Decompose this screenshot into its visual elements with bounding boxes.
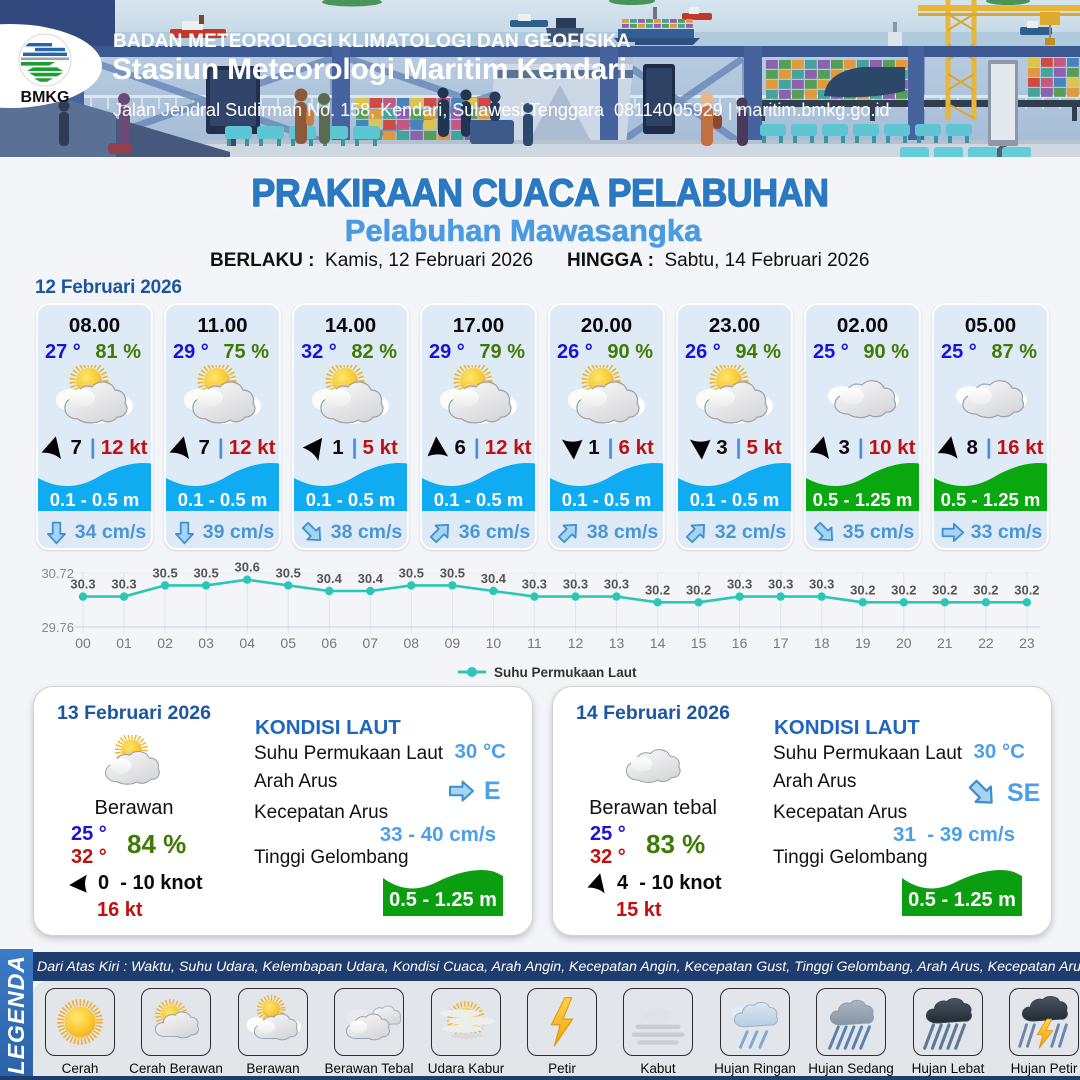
svg-text:02: 02 [157, 635, 173, 651]
svg-text:30.5: 30.5 [152, 565, 177, 580]
svg-text:01: 01 [116, 635, 132, 651]
svg-text:21: 21 [937, 635, 953, 651]
svg-text:30.3: 30.3 [809, 577, 834, 592]
svg-text:06: 06 [321, 635, 337, 651]
svg-text:08: 08 [404, 635, 420, 651]
svg-text:17: 17 [773, 635, 789, 651]
svg-text:09: 09 [445, 635, 461, 651]
svg-text:30.4: 30.4 [481, 571, 507, 586]
svg-text:30.5: 30.5 [193, 565, 218, 580]
svg-text:30.3: 30.3 [563, 577, 588, 592]
svg-text:Suhu Permukaan Laut: Suhu Permukaan Laut [494, 665, 637, 680]
svg-text:30.3: 30.3 [111, 577, 136, 592]
svg-text:29.76: 29.76 [41, 620, 74, 635]
svg-text:15: 15 [691, 635, 707, 651]
svg-text:16: 16 [732, 635, 748, 651]
svg-text:11: 11 [527, 635, 542, 651]
svg-text:30.6: 30.6 [235, 562, 260, 575]
svg-text:05: 05 [280, 635, 296, 651]
svg-text:30.5: 30.5 [440, 565, 465, 580]
svg-text:18: 18 [814, 635, 830, 651]
svg-text:30.3: 30.3 [727, 577, 752, 592]
svg-text:30.3: 30.3 [604, 577, 629, 592]
svg-text:30.2: 30.2 [850, 582, 875, 597]
svg-text:04: 04 [239, 635, 255, 651]
svg-text:12: 12 [568, 635, 584, 651]
svg-text:30.3: 30.3 [70, 577, 95, 592]
svg-text:30.2: 30.2 [891, 582, 916, 597]
svg-text:00: 00 [75, 635, 91, 651]
svg-text:30.2: 30.2 [932, 582, 957, 597]
svg-text:03: 03 [198, 635, 214, 651]
svg-text:30.4: 30.4 [317, 571, 343, 586]
svg-text:14: 14 [650, 635, 666, 651]
svg-text:23: 23 [1019, 635, 1035, 651]
svg-text:19: 19 [855, 635, 871, 651]
svg-text:30.3: 30.3 [522, 577, 547, 592]
svg-text:30.72: 30.72 [41, 566, 74, 581]
svg-text:30.3: 30.3 [768, 577, 793, 592]
svg-text:30.4: 30.4 [358, 571, 384, 586]
svg-text:30.5: 30.5 [399, 565, 424, 580]
svg-text:07: 07 [363, 635, 379, 651]
svg-text:13: 13 [609, 635, 625, 651]
svg-text:30.2: 30.2 [1014, 582, 1039, 597]
svg-text:20: 20 [896, 635, 912, 651]
svg-text:10: 10 [486, 635, 502, 651]
svg-text:BMKG: BMKG [21, 89, 70, 106]
svg-text:30.5: 30.5 [276, 565, 301, 580]
svg-text:22: 22 [978, 635, 994, 651]
svg-text:30.2: 30.2 [686, 582, 711, 597]
svg-text:30.2: 30.2 [645, 582, 670, 597]
svg-text:30.2: 30.2 [973, 582, 998, 597]
